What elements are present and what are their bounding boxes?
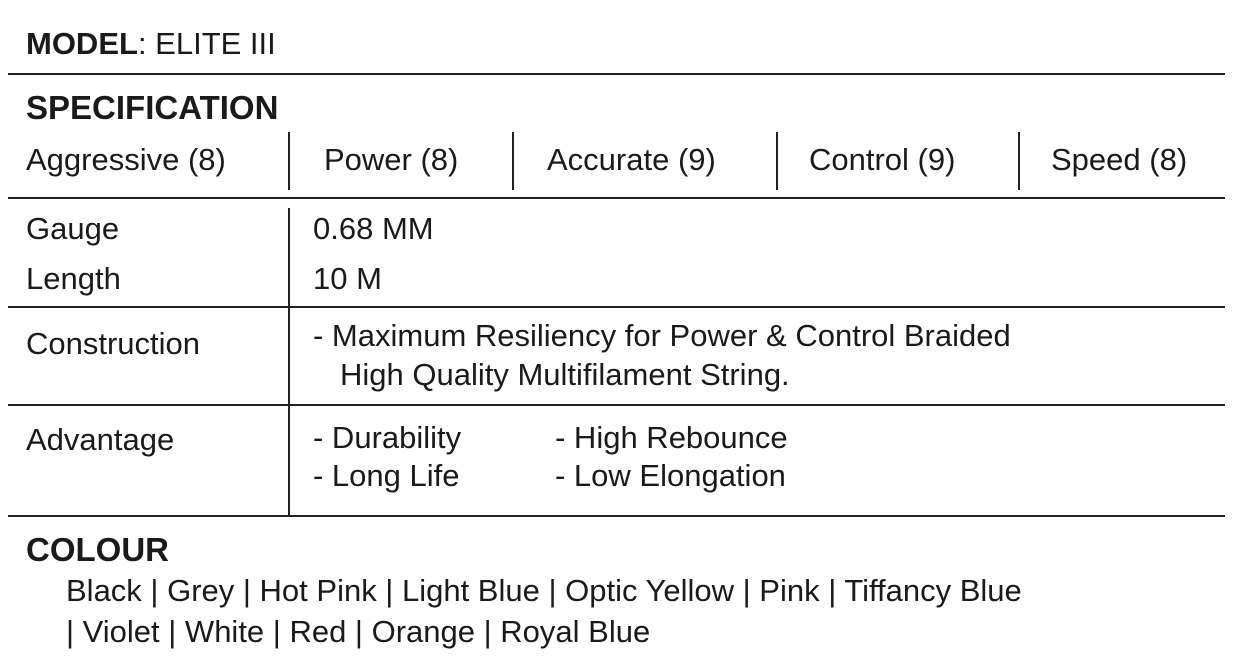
colour-line-1: Black | Grey | Hot Pink | Light Blue | O… <box>66 573 1022 608</box>
advantage-label: Advantage <box>26 422 175 457</box>
divider <box>8 515 1225 517</box>
advantage-item: - Long Life <box>313 458 460 493</box>
rating-speed: Speed (8) <box>1051 142 1188 177</box>
divider <box>8 306 1225 308</box>
model-line: MODEL: ELITE III <box>26 26 276 62</box>
rating-aggressive: Aggressive (8) <box>26 142 226 177</box>
divider <box>8 197 1225 199</box>
model-value: : ELITE III <box>137 26 276 61</box>
divider <box>288 132 290 190</box>
specification-heading: SPECIFICATION <box>26 89 279 126</box>
advantage-item: - Durability <box>313 420 462 455</box>
rating-accurate: Accurate (9) <box>547 142 716 177</box>
advantage-item: - Low Elongation <box>555 458 786 493</box>
divider <box>776 132 778 190</box>
length-value: 10 M <box>313 261 382 296</box>
advantage-item: - High Rebounce <box>555 420 788 455</box>
gauge-label: Gauge <box>26 211 120 246</box>
colour-line-2: | Violet | White | Red | Orange | Royal … <box>66 614 651 649</box>
construction-line-2: High Quality Multifilament String. <box>340 357 790 392</box>
length-label: Length <box>26 261 121 296</box>
divider <box>512 132 514 190</box>
construction-label: Construction <box>26 326 201 361</box>
divider <box>8 404 1225 406</box>
colour-heading: COLOUR <box>26 531 169 568</box>
rating-power: Power (8) <box>324 142 459 177</box>
divider <box>1018 132 1020 190</box>
gauge-value: 0.68 MM <box>313 211 434 246</box>
model-label: MODEL <box>26 26 138 61</box>
construction-line-1: - Maximum Resiliency for Power & Control… <box>313 318 1011 353</box>
divider <box>8 73 1225 75</box>
rating-control: Control (9) <box>809 142 956 177</box>
divider <box>288 208 290 516</box>
